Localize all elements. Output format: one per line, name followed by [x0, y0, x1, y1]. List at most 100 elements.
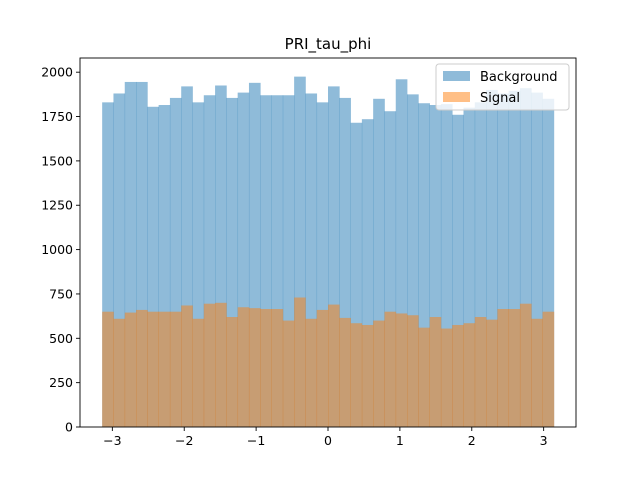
- y-tick-label: 1250: [41, 198, 73, 213]
- bar-signal-26: [395, 313, 408, 427]
- bar-background-37: [519, 88, 532, 427]
- bar-signal-32: [463, 323, 476, 427]
- bar-signal-30: [440, 328, 453, 427]
- y-tick-label: 500: [49, 331, 73, 346]
- bar-background-17: [294, 76, 306, 427]
- bar-background-21: [339, 97, 351, 427]
- bar-background-27: [407, 94, 419, 427]
- bar-signal-17: [294, 297, 306, 427]
- bar-background-39: [542, 98, 555, 427]
- bar-background-30: [440, 104, 453, 427]
- x-tick-label: −1: [247, 433, 265, 448]
- bar-background-22: [350, 122, 363, 427]
- bar-signal-22: [350, 323, 363, 427]
- legend-swatch-signal: [443, 92, 470, 102]
- x-tick-label: 0: [324, 433, 332, 448]
- x-tick-label: −2: [175, 433, 193, 448]
- bar-background-31: [452, 114, 464, 428]
- bar-background-4: [147, 106, 159, 427]
- bar-signal-25: [384, 311, 397, 427]
- bar-background-38: [531, 92, 543, 427]
- bar-signal-13: [248, 308, 261, 427]
- bar-background-36: [508, 90, 521, 428]
- bar-signal-28: [418, 327, 430, 427]
- bar-background-32: [463, 107, 476, 427]
- y-tick-label: 1750: [41, 109, 73, 124]
- x-tick-label: 2: [468, 433, 476, 448]
- bar-background-7: [181, 86, 193, 427]
- bar-signal-14: [260, 309, 272, 427]
- bar-background-18: [305, 93, 318, 427]
- bar-signal-39: [542, 311, 555, 427]
- bar-background-0: [102, 102, 114, 428]
- bar-signal-15: [271, 309, 284, 427]
- legend-swatch-background: [443, 71, 470, 81]
- bar-background-26: [395, 79, 408, 428]
- bar-background-9: [203, 95, 216, 427]
- bar-signal-12: [237, 307, 250, 427]
- bar-background-16: [282, 95, 295, 427]
- y-tick-label: 0: [65, 420, 73, 435]
- bar-signal-27: [407, 315, 419, 427]
- bar-background-12: [237, 92, 250, 427]
- bar-signal-1: [113, 318, 126, 427]
- bar-signal-33: [474, 317, 487, 427]
- bar-background-33: [474, 102, 487, 428]
- bar-signal-35: [497, 309, 510, 427]
- bar-background-20: [328, 86, 340, 427]
- y-tick-label: 2000: [41, 65, 73, 80]
- bar-signal-4: [147, 311, 159, 427]
- bar-signal-24: [373, 320, 385, 427]
- bar-background-29: [429, 105, 442, 427]
- bar-background-23: [361, 119, 374, 427]
- x-tick-label: −3: [103, 433, 121, 448]
- bar-background-19: [316, 102, 329, 428]
- bar-signal-31: [452, 324, 464, 427]
- y-tick-label: 250: [49, 375, 73, 390]
- bar-signal-21: [339, 317, 351, 427]
- bar-signal-9: [203, 303, 216, 427]
- bar-background-24: [373, 98, 385, 427]
- y-tick-label: 1000: [41, 242, 73, 257]
- bar-background-2: [124, 81, 137, 427]
- bar-signal-19: [316, 309, 329, 427]
- bar-background-34: [486, 89, 498, 428]
- chart-title: PRI_tau_phi: [285, 35, 372, 54]
- bar-background-6: [169, 97, 182, 427]
- bar-signal-16: [282, 320, 295, 427]
- axes: −3 −2 −1 0 1 2 3 0 250 500 750 1000 1250 1500 1750 2000: [41, 57, 577, 448]
- bar-background-13: [248, 82, 261, 427]
- bar-signal-0: [102, 311, 114, 427]
- bar-signal-10: [215, 302, 227, 427]
- series-signal: [102, 297, 555, 427]
- bar-background-3: [136, 81, 148, 427]
- bar-signal-5: [158, 311, 171, 427]
- bar-background-15: [271, 95, 284, 427]
- bar-background-35: [497, 93, 510, 427]
- bar-background-1: [113, 93, 126, 427]
- bar-signal-20: [328, 304, 340, 427]
- y-tick-label: 1500: [41, 153, 73, 168]
- bar-signal-2: [124, 312, 137, 427]
- bar-signal-6: [169, 311, 182, 427]
- bar-background-28: [418, 103, 430, 428]
- legend-label-background: Background: [480, 70, 558, 85]
- bar-signal-23: [361, 324, 374, 427]
- bar-signal-3: [136, 309, 148, 427]
- bar-signal-37: [519, 303, 532, 427]
- y-tick-label: 750: [49, 286, 73, 301]
- x-tick-label: 3: [540, 433, 548, 448]
- legend: Background Signal: [435, 63, 570, 111]
- bar-signal-7: [181, 305, 193, 427]
- bar-background-10: [215, 85, 227, 428]
- bar-signal-36: [508, 309, 521, 427]
- histogram-bars: [102, 76, 555, 428]
- bar-background-11: [226, 97, 239, 427]
- bar-signal-38: [531, 318, 543, 427]
- bar-signal-18: [305, 318, 318, 427]
- bar-background-5: [158, 105, 171, 427]
- bar-signal-29: [429, 317, 442, 427]
- bar-background-14: [260, 95, 272, 427]
- bar-background-25: [384, 111, 397, 427]
